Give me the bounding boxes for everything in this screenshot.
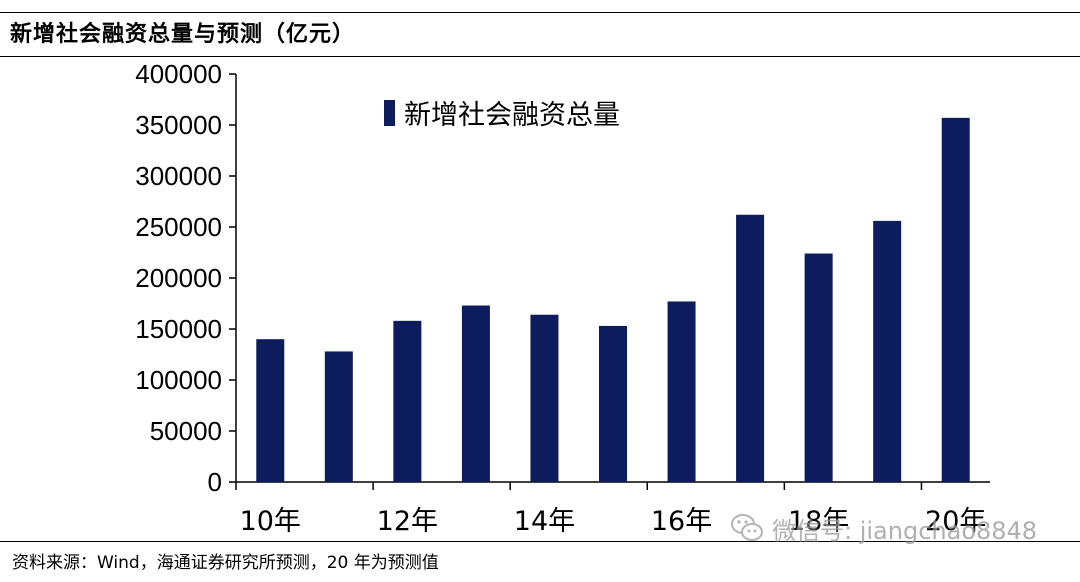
bar-10年 [256, 339, 285, 482]
bar-14年 [530, 314, 559, 482]
footer-rule [0, 541, 1080, 542]
bar-18年 [804, 253, 833, 482]
legend-swatch [384, 100, 395, 126]
y-axis: 400000 350000 300000 250000 200000 150000 1000… [135, 59, 237, 497]
bar-16年 [667, 301, 696, 482]
x-axis: 10年 12年 14年 16年 18年 20年 [235, 481, 990, 537]
bar-19年 [873, 220, 902, 482]
x-tick-label: 12年 [377, 506, 438, 537]
source-note: 资料来源：Wind，海通证券研究所预测，20 年为预测值 [12, 553, 439, 573]
legend-label: 新增社会融资总量 [404, 100, 620, 131]
wechat-icon [731, 514, 763, 541]
x-tick-label: 10年 [240, 506, 301, 537]
bar-20年 [941, 117, 970, 483]
watermark: 微信号: jiangchao8848 [730, 512, 1038, 545]
bar-15年 [599, 325, 627, 482]
bar-series [256, 117, 970, 483]
y-tick-label: 100000 [135, 365, 222, 395]
x-tick-label: 20年 [925, 506, 986, 537]
x-tick-label: 14年 [514, 506, 575, 537]
y-tick-label: 400000 [135, 59, 222, 89]
bar-chart: 400000 350000 300000 250000 200000 150000 1000… [135, 59, 990, 537]
title-rule [0, 56, 1080, 57]
y-tick-label: 150000 [135, 314, 222, 344]
y-tick-label: 300000 [135, 161, 222, 191]
bar-13年 [461, 305, 490, 482]
y-tick-label: 250000 [135, 212, 222, 242]
bar-11年 [324, 351, 353, 482]
legend: 新增社会融资总量 [384, 100, 620, 131]
bar-17年 [736, 214, 765, 482]
y-tick-label: 350000 [135, 110, 222, 140]
x-tick-label: 18年 [788, 506, 849, 537]
chart-title: 新增社会融资总量与预测（亿元） [10, 21, 356, 47]
watermark-text: 微信号: jiangchao8848 [772, 516, 1038, 545]
top-rule [0, 12, 1080, 13]
x-tick-label: 16年 [651, 506, 712, 537]
bar-12年 [393, 320, 422, 482]
y-tick-label: 200000 [135, 263, 222, 293]
y-tick-label: 0 [208, 467, 222, 497]
y-tick-label: 50000 [150, 416, 222, 446]
